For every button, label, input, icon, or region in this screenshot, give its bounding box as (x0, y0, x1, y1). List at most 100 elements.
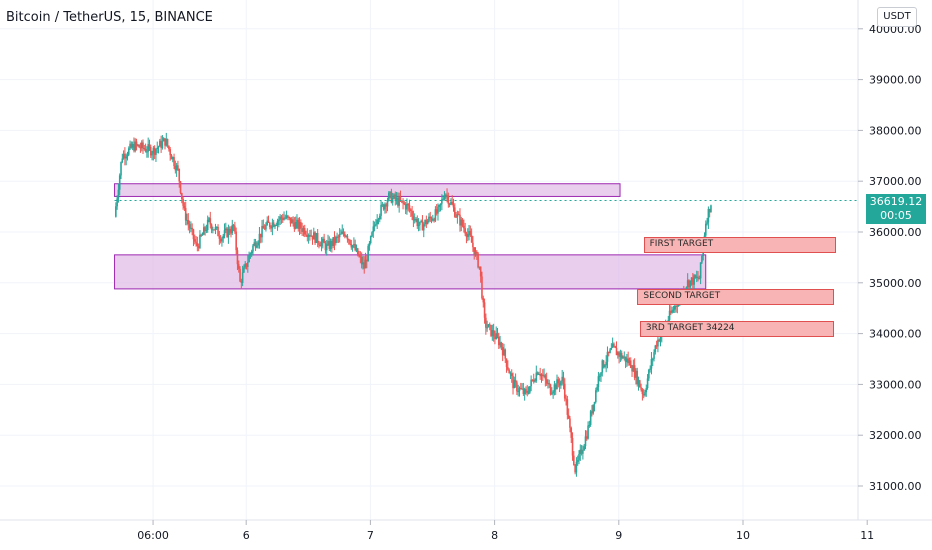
candle-body (597, 376, 600, 387)
candle-body (456, 214, 459, 217)
candle-body (636, 370, 639, 385)
price-zone[interactable] (114, 254, 707, 290)
candle-body (283, 217, 285, 220)
candle-body (118, 175, 121, 190)
candle-body (475, 251, 478, 254)
candle-body (331, 240, 333, 246)
price-axis-background[interactable] (858, 0, 932, 520)
candle-body (447, 195, 450, 204)
candle-body (547, 383, 549, 385)
candle-body (477, 253, 479, 268)
candle-body (131, 144, 134, 148)
candle-body (479, 266, 482, 277)
candle-body (346, 235, 349, 240)
candle-body (156, 147, 159, 150)
resistance-support-zones[interactable] (114, 183, 707, 290)
candle-body (278, 219, 280, 221)
candle-body (670, 310, 672, 313)
candle-body (408, 205, 411, 210)
target-label[interactable]: 3RD TARGET 34224 (639, 321, 834, 338)
candle-body (226, 228, 228, 238)
candle-body (455, 216, 457, 218)
candle-body (490, 324, 492, 336)
candle-body (289, 217, 292, 224)
candlesticks (115, 132, 712, 477)
time-tick-label: 06:00 (137, 529, 169, 542)
candle-body (534, 380, 536, 382)
candle-body (645, 388, 648, 393)
candle-body (351, 245, 354, 248)
candle-body (302, 228, 305, 232)
candle-body (294, 222, 297, 229)
candle-body (457, 214, 460, 216)
candle-body (307, 235, 310, 237)
candle-body (179, 181, 182, 193)
candle-body (668, 310, 671, 320)
candle-body (697, 276, 699, 279)
candle-body (190, 227, 192, 229)
candle-body (334, 237, 337, 244)
target-label[interactable]: FIRST TARGET (643, 237, 837, 254)
candle-body (223, 230, 226, 236)
candle-body (257, 242, 259, 246)
candle-body (243, 267, 245, 273)
currency-button[interactable]: USDT (877, 7, 917, 27)
candle-body (300, 222, 302, 229)
candle-body (545, 379, 548, 384)
candle-body (631, 368, 633, 372)
candle-body (667, 319, 670, 323)
candle-body (517, 391, 519, 393)
candle-body (605, 361, 607, 366)
candle-body (628, 360, 631, 364)
candle-body (268, 222, 271, 228)
candle-body (478, 266, 481, 268)
candle-body (174, 166, 177, 171)
candle-body (367, 246, 369, 262)
candle-body (562, 376, 565, 384)
candle-body (193, 239, 196, 242)
candle-body (481, 276, 483, 299)
price-zone[interactable] (114, 183, 621, 197)
candle-body (232, 224, 235, 227)
candle-body (620, 352, 623, 359)
candle-body (204, 227, 206, 231)
target-label[interactable]: SECOND TARGET (637, 288, 834, 305)
candle-body (563, 383, 566, 399)
candle-body (139, 147, 142, 149)
candle-body (151, 153, 153, 156)
candle-body (386, 200, 389, 207)
candle-body (212, 229, 214, 231)
candle-body (452, 204, 455, 208)
candle-body (610, 347, 613, 350)
candle-body (263, 228, 266, 230)
candle-body (403, 203, 406, 205)
candle-body (426, 220, 429, 225)
candle-body (219, 238, 222, 242)
candle-body (460, 219, 463, 226)
candle-body (155, 149, 157, 155)
candle-body (332, 237, 334, 246)
candle-body (221, 238, 223, 242)
candle-body (526, 390, 529, 393)
candle-body (252, 245, 254, 252)
candle-body (285, 215, 288, 218)
candle-body (279, 216, 281, 220)
candle-body (438, 205, 441, 207)
candle-body (325, 244, 328, 251)
candle-body (165, 138, 168, 146)
candle-body (632, 365, 635, 372)
candle-body (235, 231, 237, 251)
candle-body (349, 239, 351, 245)
candle-body (557, 379, 560, 384)
candle-body (461, 219, 464, 226)
candle-body (419, 221, 421, 225)
candle-body (495, 333, 498, 340)
candle-body (642, 394, 645, 396)
candle-body (492, 330, 495, 337)
candle-body (143, 148, 146, 150)
symbol-title[interactable]: Bitcoin / TetherUS, 15, BINANCE (6, 10, 213, 25)
candle-body (380, 204, 382, 216)
candle-body (606, 351, 609, 362)
candle-body (164, 138, 166, 146)
